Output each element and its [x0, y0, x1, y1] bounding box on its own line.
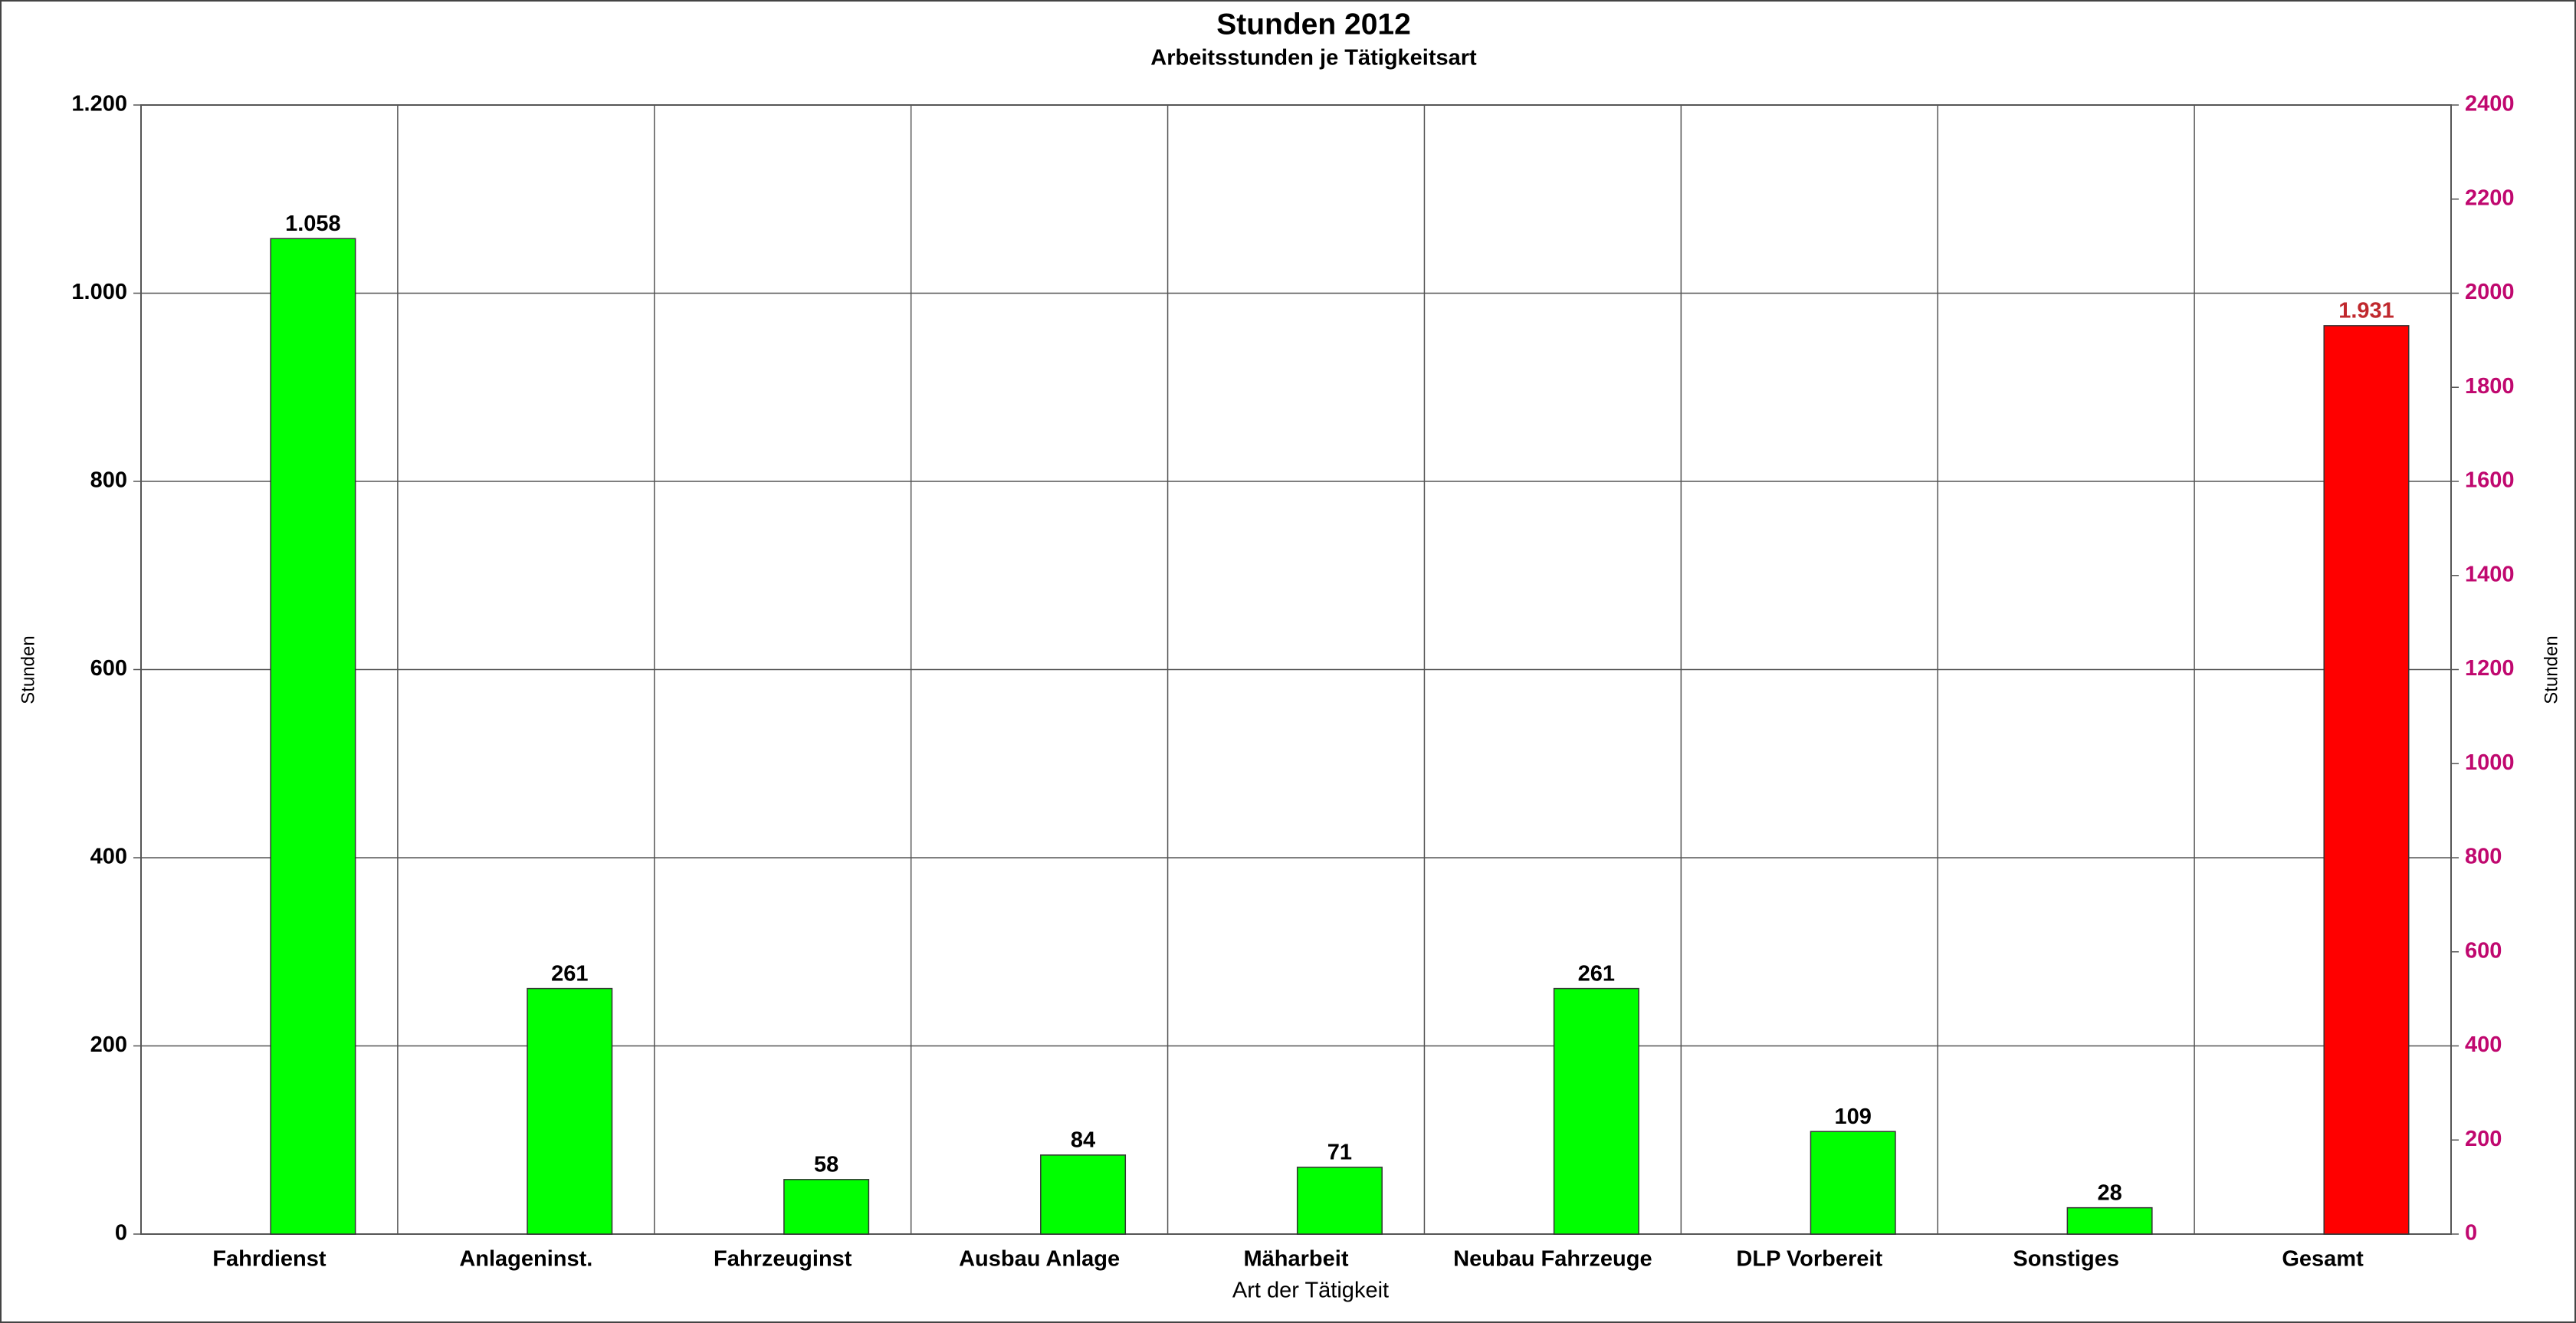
- bar: [1810, 1131, 1896, 1235]
- x-tick-label: Fahrdienst: [212, 1247, 327, 1272]
- value-label: 71: [1327, 1141, 1352, 1165]
- x-tick-label: Sonstiges: [2013, 1247, 2119, 1272]
- y2-tick-label: 200: [2465, 1127, 2502, 1151]
- x-tick-label: Ausbau Anlage: [959, 1247, 1120, 1272]
- x-tick-label: Neubau Fahrzeuge: [1453, 1247, 1652, 1272]
- y2-tick-label: 400: [2465, 1032, 2502, 1057]
- y2-tick-label: 2200: [2465, 185, 2515, 210]
- value-label: 261: [1578, 961, 1615, 986]
- chart-title: Stunden 2012: [1216, 8, 1411, 41]
- y-tick-label: 200: [90, 1032, 127, 1057]
- y-tick-label: 400: [90, 845, 127, 869]
- bar: [1040, 1154, 1127, 1235]
- y2-tick-label: 2000: [2465, 280, 2515, 304]
- bar: [1296, 1167, 1383, 1235]
- value-label: 1.931: [2338, 299, 2394, 323]
- value-label: 109: [1835, 1105, 1872, 1129]
- y2-tick-label: 1200: [2465, 656, 2515, 681]
- value-label: 261: [551, 961, 588, 986]
- value-label: 1.058: [285, 212, 341, 236]
- bar: [2323, 325, 2410, 1235]
- bar: [527, 987, 613, 1235]
- y-tick-label: 600: [90, 656, 127, 681]
- x-tick-label: Fahrzeuginst: [714, 1247, 852, 1272]
- y2-tick-label: 1400: [2465, 562, 2515, 586]
- x-tick-label: Mäharbeit: [1244, 1247, 1349, 1272]
- y-axis-label: Stunden: [18, 635, 38, 704]
- bar: [2066, 1206, 2153, 1235]
- bar: [783, 1179, 870, 1235]
- bar: [270, 238, 356, 1235]
- y-tick-label: 800: [90, 468, 127, 493]
- chart-subtitle: Arbeitsstunden je Tätigkeitsart: [1150, 46, 1477, 71]
- y2-tick-label: 1800: [2465, 374, 2515, 399]
- value-label: 28: [2097, 1180, 2122, 1205]
- y2-tick-label: 2400: [2465, 92, 2515, 117]
- y-tick-label: 0: [115, 1221, 127, 1246]
- value-label: 58: [814, 1152, 838, 1177]
- x-tick-label: Anlageninst.: [459, 1247, 592, 1272]
- y2-tick-label: 1600: [2465, 468, 2515, 493]
- y2-axis-label: Stunden: [2541, 635, 2561, 704]
- x-tick-label: Gesamt: [2282, 1247, 2364, 1272]
- y2-tick-label: 600: [2465, 938, 2502, 963]
- x-axis-label: Art der Tätigkeit: [1232, 1279, 1389, 1303]
- x-tick-label: DLP Vorbereit: [1736, 1247, 1882, 1272]
- bar: [1553, 987, 1639, 1235]
- y-tick-label: 1.000: [71, 280, 127, 304]
- y2-tick-label: 800: [2465, 845, 2502, 869]
- y2-tick-label: 0: [2465, 1221, 2477, 1246]
- y2-tick-label: 1000: [2465, 750, 2515, 775]
- value-label: 84: [1071, 1128, 1095, 1153]
- y-tick-label: 1.200: [71, 92, 127, 117]
- plot-frame: [140, 104, 2452, 1235]
